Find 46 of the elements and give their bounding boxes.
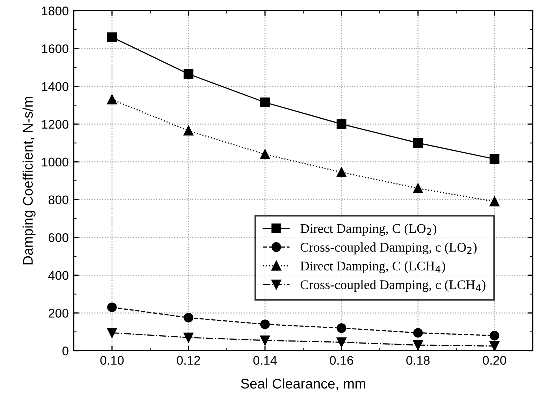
point [107, 328, 118, 338]
y-tick-label: 1600 [42, 44, 69, 54]
point [336, 119, 347, 130]
y-tick-label: 600 [48, 233, 69, 242]
point [490, 341, 500, 351]
point [490, 331, 500, 341]
y-tick-label: 1800 [42, 6, 69, 16]
x-tick-label: 0.16 [330, 356, 354, 366]
legend-label: Direct Damping, C (LO$_{2}$) [300, 224, 437, 236]
y-tick-label: 0 [62, 346, 69, 356]
point [184, 126, 194, 136]
x-tick-label: 0.18 [406, 356, 430, 366]
point [490, 154, 500, 164]
point [107, 32, 118, 42]
x-tick-label: 0.14 [254, 356, 278, 366]
y-tick-label: 1200 [42, 120, 69, 129]
point [260, 320, 270, 330]
point [336, 168, 347, 178]
point [260, 336, 270, 346]
legend-label: Cross-coupled Damping, c (LCH$_{4}$) [300, 280, 486, 292]
y-tick-label: 1000 [42, 158, 69, 167]
y-tick-label: 200 [48, 309, 69, 318]
point [107, 302, 118, 312]
point [260, 98, 270, 108]
y-tick-label: 800 [48, 196, 69, 205]
point [184, 69, 194, 80]
point [184, 332, 194, 343]
point [336, 323, 347, 334]
y-tick-label: 1400 [42, 82, 69, 92]
point [490, 196, 500, 207]
y-axis-title: Damping Coefficient, N-s/m [22, 97, 36, 265]
point [107, 94, 118, 105]
x-tick-label: 0.10 [100, 356, 124, 366]
point [413, 340, 424, 350]
y-tick-label: 400 [48, 271, 69, 280]
point [413, 138, 424, 148]
point [413, 184, 424, 194]
point [184, 313, 194, 323]
legend-label: Cross-coupled Damping, c (LO$_{2}$) [300, 242, 477, 255]
x-tick-label: 0.12 [177, 356, 200, 366]
legend-label: Direct Damping, C (LCH$_{4}$) [300, 261, 446, 274]
x-axis-title: Seal Clearance, mm [241, 378, 366, 390]
point [260, 150, 270, 160]
point [336, 338, 347, 348]
x-tick-label: 0.20 [483, 356, 506, 366]
point [413, 328, 424, 338]
